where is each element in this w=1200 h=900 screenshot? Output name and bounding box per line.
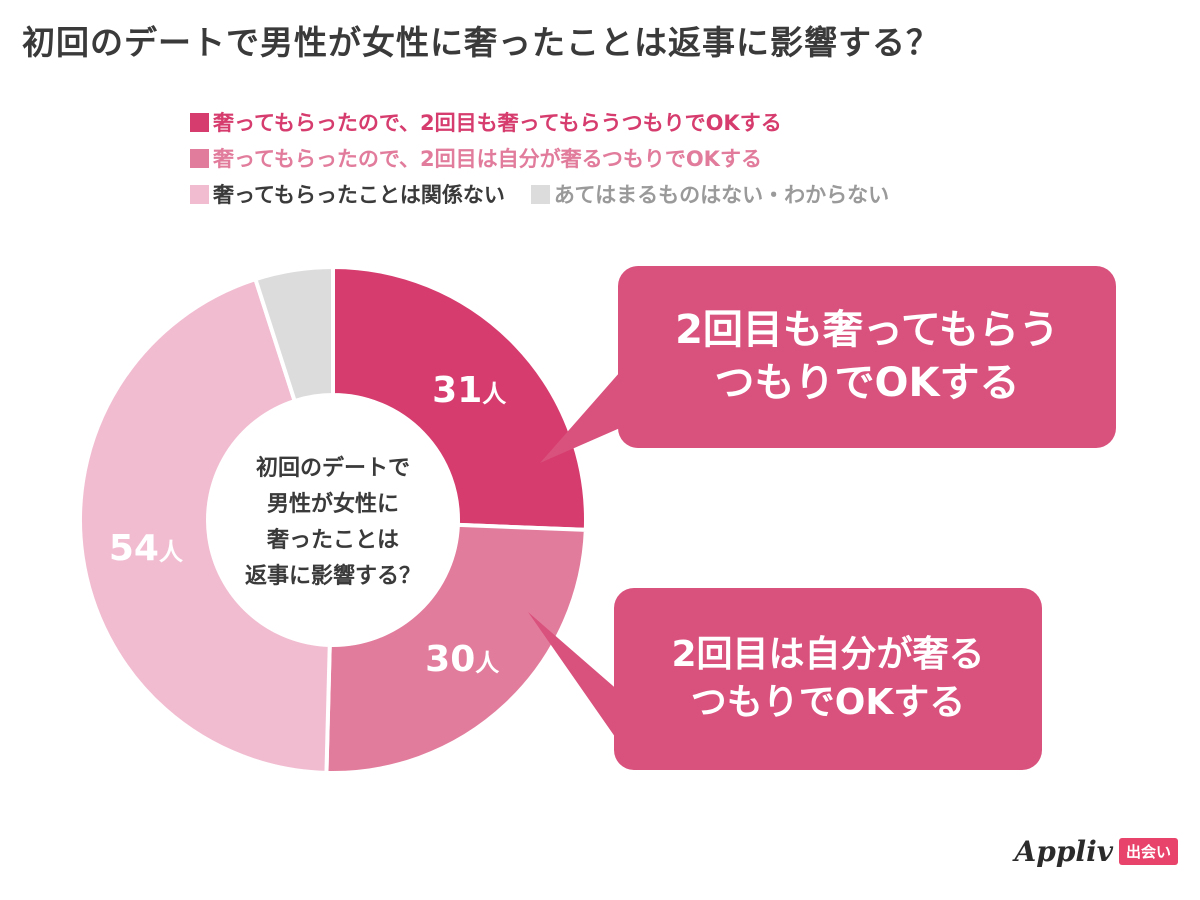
chart-title: 初回のデートで男性が女性に奢ったことは返事に影響する？	[22, 23, 940, 62]
brand-logo: Appliv 出会い	[1015, 835, 1178, 868]
slice-label-3: 54人	[109, 528, 183, 569]
center-text-line-2: 男性が女性に	[267, 491, 399, 517]
legend-swatch-2	[190, 148, 209, 168]
legend-label-3: 奢ってもらったことは関係ない	[213, 183, 505, 207]
donut-slice-2	[324, 522, 588, 775]
callout-pointer-1	[540, 372, 620, 463]
callout-box-1: 2回目も奢ってもらう つもりでOKする	[618, 266, 1116, 448]
legend-label-4: あてはまるものはない・わからない	[553, 183, 890, 207]
slice-label-1: 31人	[432, 370, 506, 411]
callout-pointer-2	[528, 612, 620, 744]
center-text-line-4: 返事に影響する？	[245, 563, 421, 589]
donut-slice-4	[252, 264, 335, 404]
legend-row-1: 奢ってもらったので、2回目も奢ってもらうつもりでOKする	[190, 104, 915, 140]
legend-swatch-3	[190, 184, 209, 204]
legend: 奢ってもらったので、2回目も奢ってもらうつもりでOKする 奢ってもらったので、2…	[190, 104, 915, 212]
legend-item-4: あてはまるものはない・わからない	[530, 179, 890, 209]
center-text-line-1: 初回のデートで	[256, 455, 410, 481]
donut-slice-3	[78, 276, 332, 775]
callout-box-2: 2回目は自分が奢る つもりでOKする	[614, 588, 1042, 770]
legend-swatch-1	[190, 112, 209, 132]
legend-label-2: 奢ってもらったので、2回目は自分が奢るつもりでOKする	[213, 147, 762, 171]
legend-label-1: 奢ってもらったので、2回目も奢ってもらうつもりでOKする	[213, 111, 782, 135]
legend-row-2: 奢ってもらったので、2回目は自分が奢るつもりでOKする	[190, 140, 915, 176]
legend-item-3: 奢ってもらったことは関係ない	[190, 179, 505, 209]
slice-label-2: 30人	[425, 639, 499, 680]
logo-wordmark: Appliv	[1014, 835, 1113, 868]
legend-swatch-4	[530, 184, 550, 204]
legend-item-1: 奢ってもらったので、2回目も奢ってもらうつもりでOKする	[190, 107, 782, 137]
legend-row-3: 奢ってもらったことは関係ない あてはまるものはない・わからない	[190, 176, 915, 212]
donut-slice-1	[331, 264, 588, 532]
legend-item-2: 奢ってもらったので、2回目は自分が奢るつもりでOKする	[190, 143, 762, 173]
center-text-line-3: 奢ったことは	[266, 528, 399, 553]
logo-tag: 出会い	[1118, 838, 1178, 865]
